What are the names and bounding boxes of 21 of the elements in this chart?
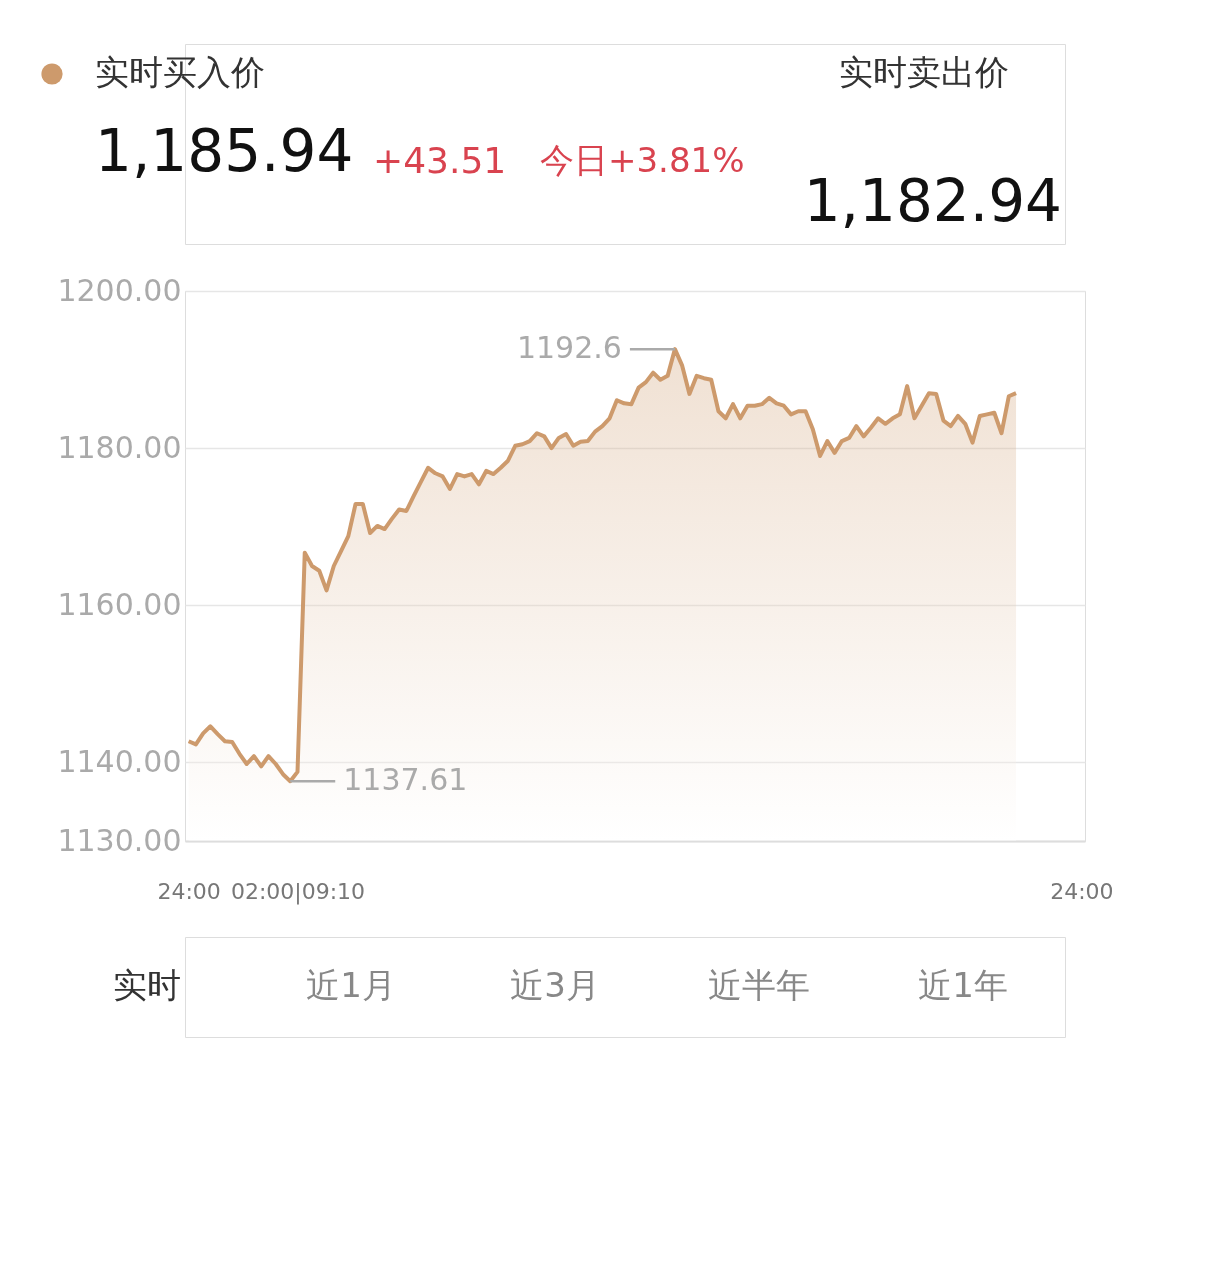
legend-label: 实时买入价 — [95, 52, 265, 92]
y-tick-label: 1140.00 — [57, 743, 182, 779]
text: 1,182.94 — [803, 167, 1062, 235]
text: 1,185.94 — [95, 117, 354, 185]
y-tick-label: 1160.00 — [57, 586, 182, 622]
x-tick-label: 24:00 — [1050, 878, 1114, 904]
x-tick-label: 24:00 — [157, 878, 221, 904]
text: 近3月 — [510, 965, 600, 1005]
y-tick-label: 1200.00 — [57, 272, 182, 308]
text: +43.51 — [373, 140, 507, 181]
text: 近1月 — [306, 965, 396, 1005]
annotation: 1137.61 — [343, 762, 468, 798]
text: 实时 — [113, 965, 181, 1005]
annotation: 1192.6 — [516, 330, 622, 366]
x-tick-label: 02:00|09:10 — [230, 878, 366, 905]
y-tick-label: 1180.00 — [57, 429, 182, 465]
text: 近1年 — [918, 965, 1008, 1005]
y-tick-label: 1130.00 — [57, 822, 182, 858]
text: 近半年 — [708, 965, 810, 1005]
text: 实时卖出价 — [839, 52, 1009, 92]
text: 今日+3.81% — [540, 140, 745, 180]
